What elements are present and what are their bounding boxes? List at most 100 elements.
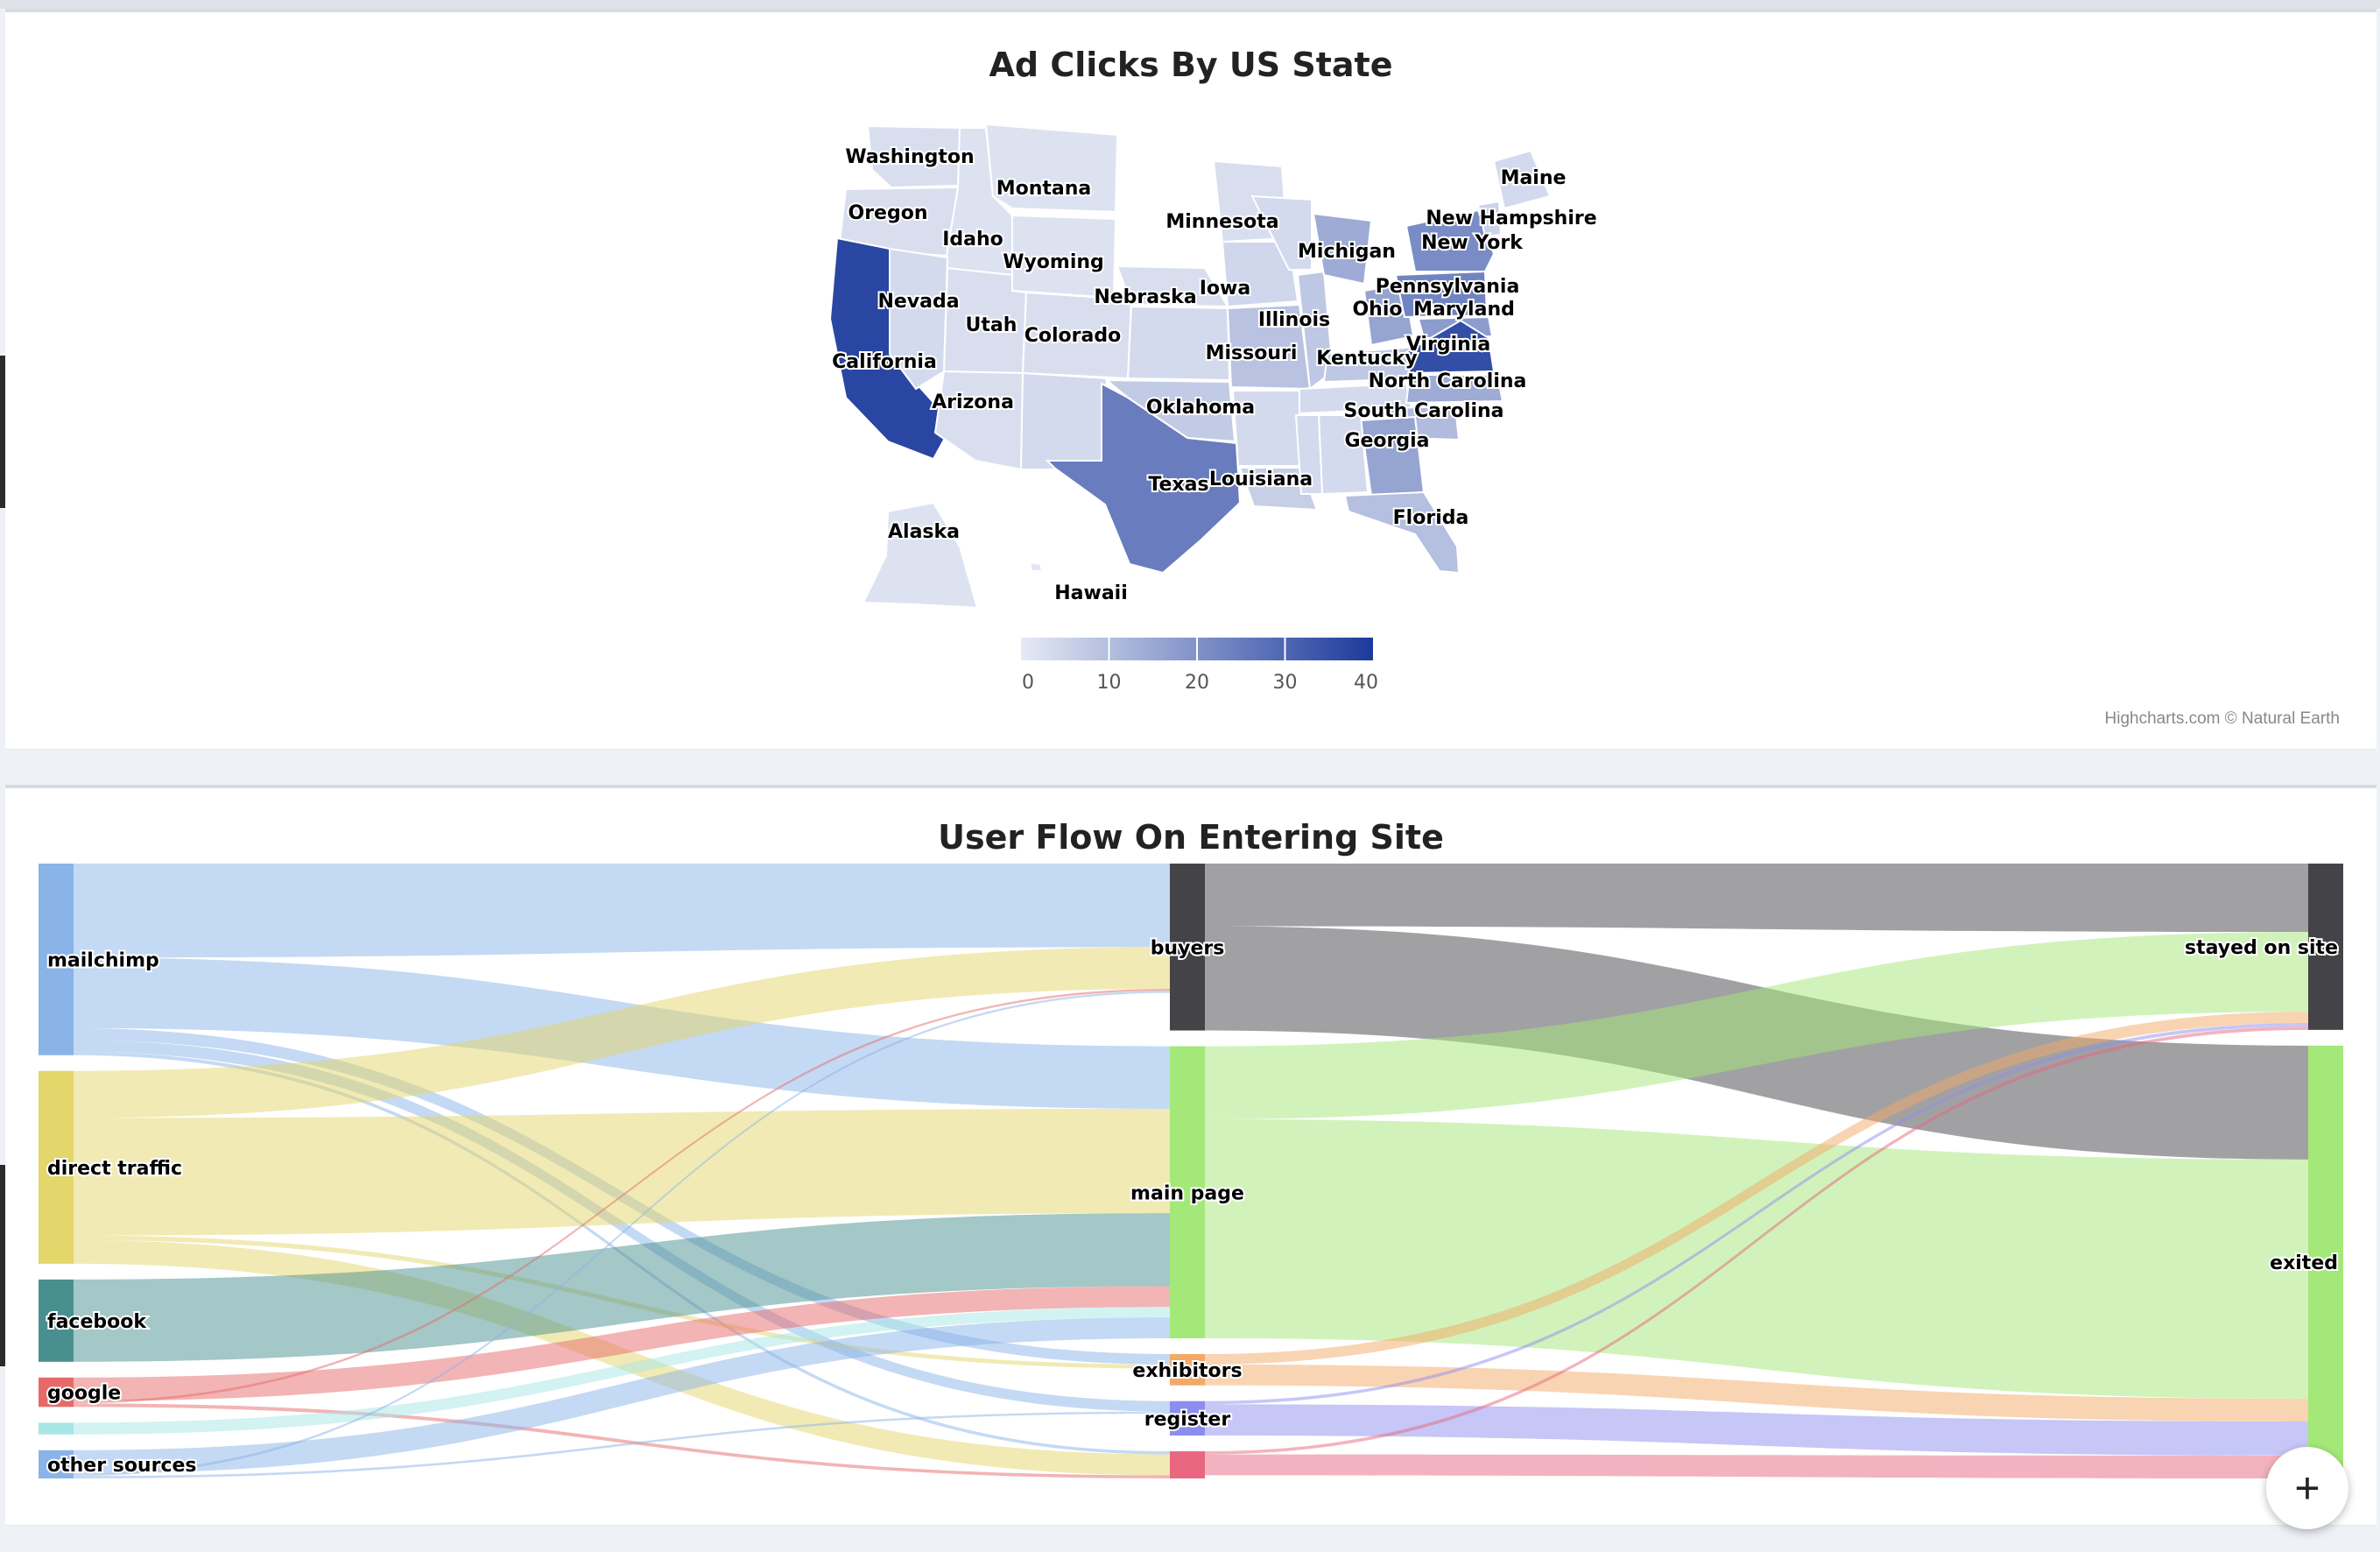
state-new-york[interactable]	[1405, 208, 1496, 272]
state-label-utah: Utah	[966, 314, 1017, 336]
flow-link-mailchimp-to-register[interactable]	[74, 1040, 1170, 1412]
state-kansas[interactable]	[1126, 305, 1231, 382]
map-chart-title: Ad Clicks By US State	[989, 46, 1393, 84]
flow-link-direct-to-pink[interactable]	[74, 1240, 1170, 1476]
sankey-label-exited: exited	[2270, 1252, 2338, 1274]
flow-link-main-to-stayed[interactable]	[1205, 932, 2308, 1119]
state-label-hawaii: Hawaii	[1054, 582, 1128, 604]
state-label-illinois: Illinois	[1258, 309, 1330, 331]
state-pennsylvania[interactable]	[1394, 270, 1489, 319]
state-label-oklahoma: Oklahoma	[1146, 397, 1255, 419]
state-wisconsin[interactable]	[1250, 194, 1313, 271]
flow-link-mailchimp-to-buyers[interactable]	[74, 864, 1170, 958]
state-label-pennsylvania: Pennsylvania	[1376, 276, 1520, 298]
state-label-maryland: Maryland	[1413, 299, 1515, 321]
flow-link-google-to-buyers[interactable]	[74, 988, 1170, 1404]
sankey-node-buyers[interactable]	[1170, 864, 1205, 1031]
state-label-georgia: Georgia	[1344, 430, 1429, 452]
flow-link-main-to-exited[interactable]	[1205, 1118, 2308, 1399]
sankey-label-main: main page	[1130, 1182, 1244, 1204]
state-new-hampshire[interactable]	[1476, 200, 1503, 238]
state-louisiana[interactable]	[1238, 467, 1319, 511]
flow-link-exhibitors-to-exited[interactable]	[1205, 1364, 2308, 1421]
flow-link-google-to-pink[interactable]	[74, 1403, 1170, 1478]
state-michigan[interactable]	[1312, 212, 1373, 286]
flow-link-google-to-main[interactable]	[74, 1286, 1170, 1401]
sankey-label-facebook: facebook	[47, 1311, 147, 1333]
legend-tick-label: 10	[1097, 672, 1122, 694]
state-label-north-carolina: North Carolina	[1369, 370, 1527, 392]
flow-link-cyan-to-main[interactable]	[74, 1307, 1170, 1435]
state-new-mexico[interactable]	[1019, 371, 1109, 470]
sankey-node-stayed[interactable]	[2308, 864, 2343, 1030]
map-chart-panel: Ad Clicks By US State Washington Oregon Mo…	[5, 9, 2376, 750]
sankey-node-pink[interactable]	[1170, 1451, 1205, 1478]
flow-link-register-to-exited[interactable]	[1205, 1404, 2308, 1456]
flow-link-other-to-buyers[interactable]	[74, 991, 1170, 1477]
state-maine[interactable]	[1492, 149, 1552, 210]
state-hawaii[interactable]	[1028, 561, 1044, 572]
state-label-montana: Montana	[996, 178, 1092, 200]
state-north-carolina[interactable]	[1405, 374, 1504, 405]
flow-link-direct-to-main[interactable]	[74, 1109, 1170, 1236]
legend-tick-label: 0	[1022, 672, 1034, 694]
state-label-arizona: Arizona	[932, 392, 1014, 413]
flow-link-exhibitors-to-stayed[interactable]	[1205, 1012, 2308, 1365]
sankey-label-mailchimp: mailchimp	[47, 949, 159, 971]
state-virginia[interactable]	[1405, 319, 1496, 375]
state-label-maine: Maine	[1501, 167, 1567, 189]
state-iowa[interactable]	[1221, 241, 1299, 308]
sankey-node-register[interactable]	[1170, 1400, 1205, 1436]
flow-link-pink-to-stayed[interactable]	[1205, 1026, 2308, 1455]
sankey-node-direct[interactable]	[39, 1070, 74, 1264]
legend-tick-label: 20	[1185, 672, 1209, 694]
sankey-node-exited[interactable]	[2308, 1045, 2343, 1478]
add-button[interactable]: +	[2266, 1447, 2348, 1529]
state-alaska[interactable]	[862, 501, 979, 610]
top-strip	[0, 0, 2380, 9]
state-georgia[interactable]	[1359, 415, 1426, 497]
state-label-louisiana: Louisiana	[1209, 469, 1313, 490]
sankey-chart-title: User Flow On Entering Site	[938, 818, 1444, 857]
flow-link-buyers-to-stayed[interactable]	[1205, 864, 2308, 933]
sankey-node-mailchimp[interactable]	[39, 864, 74, 1055]
sankey-label-stayed: stayed on site	[2185, 937, 2338, 959]
state-label-california: California	[832, 351, 937, 373]
state-label-nebraska: Nebraska	[1094, 286, 1196, 308]
flow-link-facebook-to-main[interactable]	[74, 1213, 1170, 1362]
state-label-michigan: Michigan	[1298, 241, 1396, 263]
state-texas[interactable]	[1045, 382, 1242, 575]
sankey-label-register: register	[1144, 1408, 1231, 1430]
flow-link-direct-to-buyers[interactable]	[74, 947, 1170, 1118]
sankey-node-main[interactable]	[1170, 1046, 1205, 1339]
sankey-chart-panel: User Flow On Entering Site mailchimp dire…	[5, 785, 2376, 1526]
state-label-minnesota: Minnesota	[1165, 211, 1278, 233]
color-axis-legend: 0 10 20 30 40	[1021, 638, 1378, 694]
state-nevada[interactable]	[889, 247, 949, 391]
sankey-label-direct: direct traffic	[47, 1158, 182, 1180]
flow-link-pink-to-exited[interactable]	[1205, 1454, 2308, 1478]
state-montana[interactable]	[984, 123, 1119, 214]
state-label-new-york: New York	[1421, 232, 1524, 254]
sankey-label-exhibitors: exhibitors	[1132, 1360, 1242, 1382]
state-label-alaska: Alaska	[888, 521, 960, 543]
flow-link-other-to-register[interactable]	[74, 1411, 1170, 1478]
state-florida[interactable]	[1343, 490, 1461, 575]
state-arizona[interactable]	[933, 370, 1025, 471]
state-alabama[interactable]	[1317, 414, 1370, 496]
state-washington[interactable]	[866, 124, 961, 189]
state-label-washington: Washington	[845, 146, 974, 168]
sankey-node-other[interactable]	[39, 1450, 74, 1478]
state-label-wyoming: Wyoming	[1003, 251, 1104, 273]
sankey-node-exhibitors[interactable]	[1170, 1354, 1205, 1386]
state-mississippi[interactable]	[1294, 414, 1324, 495]
sankey-node-cyan[interactable]	[39, 1422, 74, 1435]
sankey-node-facebook[interactable]	[39, 1279, 74, 1362]
chart-credit[interactable]: Highcharts.com © Natural Earth	[2104, 709, 2341, 728]
sankey-node-google[interactable]	[39, 1377, 74, 1407]
legend-tick-label: 40	[1354, 672, 1378, 694]
flow-link-register-to-stayed[interactable]	[1205, 1023, 2308, 1405]
user-flow-sankey: mailchimp direct traffic facebook google oth…	[39, 864, 2343, 1478]
flow-link-other-to-main[interactable]	[74, 1317, 1170, 1474]
